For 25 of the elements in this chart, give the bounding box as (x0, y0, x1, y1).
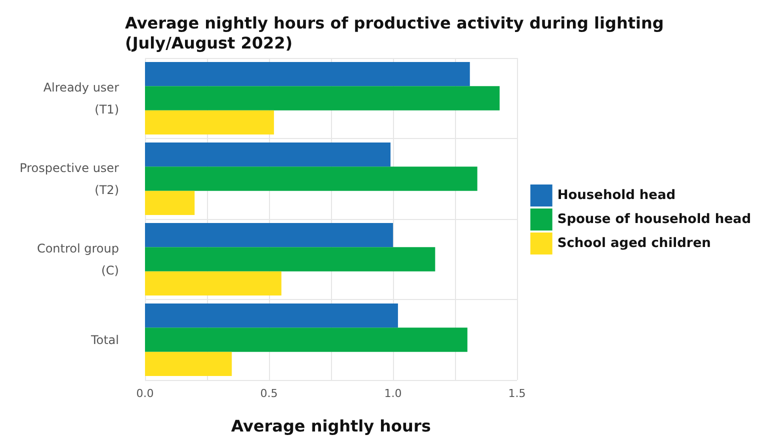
x-tick-label: 0.5 (260, 387, 278, 400)
legend-label: Household head (557, 188, 676, 203)
bar (145, 352, 232, 376)
bar (145, 62, 470, 86)
bar (145, 271, 282, 296)
bar (145, 247, 436, 272)
x-axis-title: Average nightly hours (231, 416, 431, 436)
y-tick-label: Already user (T1) (43, 80, 120, 116)
x-tick-label: 0.0 (136, 387, 154, 400)
bar (145, 86, 500, 110)
bar (145, 328, 468, 352)
x-tick-label: 1.0 (384, 387, 402, 400)
x-tick-label: 1.5 (508, 387, 526, 400)
y-tick-label: Prospective user (T2) (20, 160, 120, 197)
bar (145, 304, 398, 328)
legend-label: School aged children (557, 236, 711, 251)
chart-title: Average nightly hours of productive activity during lighting (July/August 2022) (125, 14, 664, 52)
bar (145, 223, 393, 248)
y-tick-label: Control group (C) (36, 241, 119, 278)
y-tick-label: Total (90, 332, 119, 347)
bar (145, 190, 195, 215)
bar (145, 110, 274, 134)
bar (145, 166, 478, 191)
bar (145, 142, 391, 167)
legend-label: Spouse of household head (557, 212, 752, 227)
